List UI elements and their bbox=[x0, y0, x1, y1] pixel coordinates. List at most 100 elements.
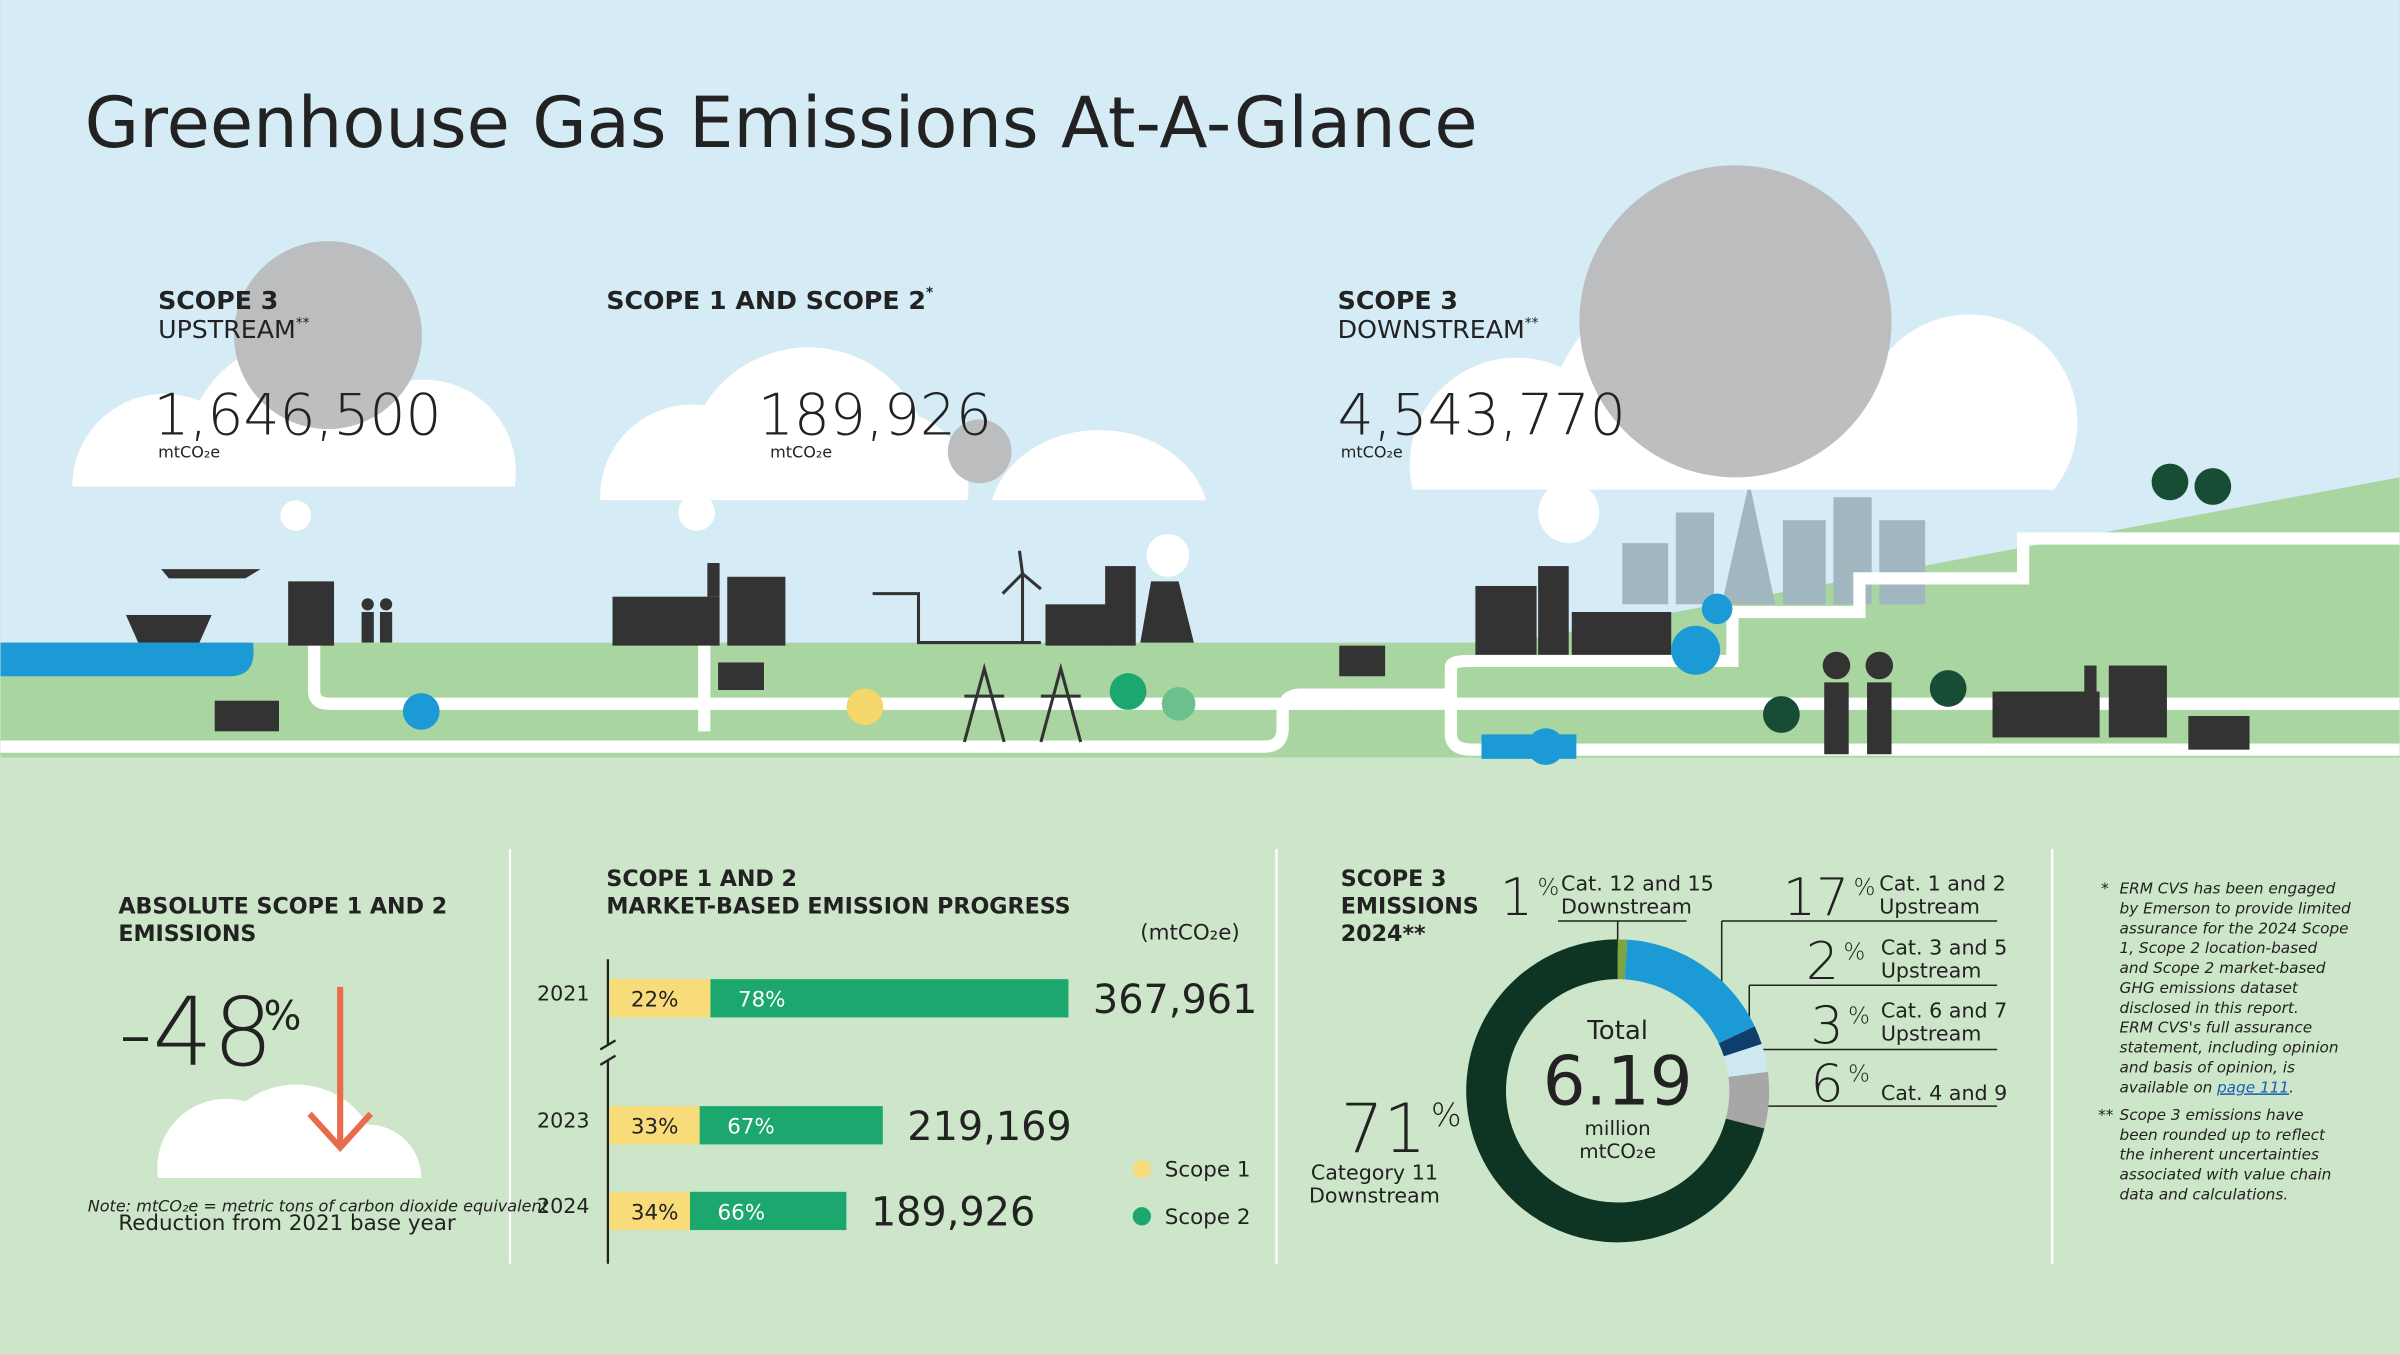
panel-title: EMISSIONS bbox=[118, 921, 256, 947]
landscape-g-rect bbox=[1867, 682, 1892, 755]
card-value: 189,926 bbox=[758, 383, 992, 449]
landscape-g bbox=[1481, 593, 1733, 765]
category-label: Downstream bbox=[1561, 894, 1692, 918]
card-subtitle-text: DOWNSTREAM bbox=[1338, 315, 1525, 344]
panel-title: 2024** bbox=[1341, 921, 1426, 947]
panel-title: EMISSIONS bbox=[1341, 893, 1479, 919]
category-label: Cat. 3 and 5 bbox=[1881, 936, 2008, 960]
landscape-g bbox=[1622, 481, 1926, 605]
footnote-line: disclosed in this report. bbox=[2119, 999, 2298, 1017]
total-unit: million bbox=[1585, 1117, 1651, 1140]
card-title-text: SCOPE 1 AND SCOPE 2 bbox=[606, 286, 926, 315]
category-label: Cat. 6 and 7 bbox=[1881, 998, 2008, 1022]
footnote-mark: * bbox=[926, 285, 933, 301]
landscape-g-path bbox=[161, 569, 261, 579]
year-label: 2021 bbox=[537, 982, 590, 1006]
landscape-g bbox=[125, 563, 2250, 755]
bar-label: 66% bbox=[718, 1200, 766, 1225]
landscape-g-path bbox=[600, 347, 969, 501]
card-value: 1,646,500 bbox=[154, 383, 442, 449]
total-label: 367,961 bbox=[1093, 977, 1257, 1023]
landscape-g-rect bbox=[1824, 682, 1849, 755]
percent-sign: % bbox=[1848, 1062, 1870, 1088]
legend-swatch bbox=[1132, 1159, 1152, 1179]
panel-title: ABSOLUTE SCOPE 1 AND 2 bbox=[118, 893, 447, 919]
card-title-text: SCOPE 3 bbox=[1338, 286, 1458, 315]
landscape-g-circle bbox=[2151, 463, 2189, 501]
landscape-g-rect bbox=[379, 611, 393, 643]
year-label: 2023 bbox=[537, 1109, 590, 1133]
category-label: Upstream bbox=[1881, 1021, 1982, 1045]
panel-title: SCOPE 3 bbox=[1341, 866, 1447, 892]
note: Note: mtCO₂e = metric tons of carbon dio… bbox=[88, 1197, 549, 1216]
landscape-g bbox=[402, 463, 2232, 733]
footnote-line: statement, including opinion bbox=[2119, 1039, 2338, 1057]
landscape-g-path bbox=[962, 662, 1083, 743]
footnote-line: 1, Scope 2 location-based bbox=[2119, 939, 2317, 957]
percent-value: 71 bbox=[1341, 1090, 1427, 1168]
landscape-g-rect bbox=[718, 662, 764, 691]
landscape-g-circle bbox=[1538, 481, 1600, 544]
landscape-rect bbox=[0, 749, 2400, 1354]
donut-segment bbox=[1624, 939, 1755, 1044]
axis-line bbox=[599, 1039, 617, 1051]
axis-line bbox=[599, 1054, 617, 1066]
footnote-line: GHG emissions dataset bbox=[2119, 979, 2298, 997]
bar-label: 78% bbox=[738, 988, 786, 1013]
footnote-line: and basis of opinion, is bbox=[2119, 1058, 2295, 1076]
caption: Reduction from 2021 base year bbox=[118, 1211, 456, 1236]
landscape-g-path bbox=[991, 429, 1207, 501]
total-label: 219,169 bbox=[907, 1104, 1071, 1150]
cloud bbox=[157, 1084, 422, 1179]
emission-bubble bbox=[947, 419, 1012, 484]
landscape-g-circle bbox=[1146, 533, 1190, 577]
landscape-g-path bbox=[1721, 481, 1776, 605]
category-label: Upstream bbox=[1881, 959, 1982, 983]
card-subtitle: DOWNSTREAM** bbox=[1338, 315, 1539, 344]
card-value: 4,543,770 bbox=[1338, 383, 1626, 449]
footnote-text: . bbox=[2289, 1078, 2294, 1096]
footnote-line: Scope 3 emissions have bbox=[2119, 1106, 2303, 1124]
page-link[interactable]: page 111 bbox=[2216, 1078, 2289, 1096]
landscape-g-rect bbox=[2188, 716, 2250, 750]
landscape-g-rect bbox=[1105, 566, 1136, 646]
landscape-g-circle bbox=[1109, 673, 1147, 710]
title: Greenhouse Gas Emissions At-A-Glance bbox=[85, 82, 1478, 164]
down-arrow bbox=[307, 986, 374, 1153]
legend-swatch bbox=[1132, 1207, 1152, 1226]
category-percent: 2% bbox=[1806, 932, 1865, 992]
category-label: Cat. 12 and 15 bbox=[1561, 871, 1714, 895]
landscape-path bbox=[0, 642, 254, 677]
panel-title: MARKET-BASED EMISSION PROGRESS bbox=[606, 893, 1070, 919]
percent-value: 3 bbox=[1810, 996, 1843, 1056]
footnote-line: been rounded up to reflect bbox=[2119, 1126, 2326, 1144]
landscape-g-rect bbox=[1879, 520, 1926, 605]
scope2-bar bbox=[689, 1191, 847, 1231]
card-title-text: SCOPE 3 bbox=[158, 286, 278, 315]
category-percent: 17% bbox=[1783, 868, 1876, 928]
footnote-mark: ** bbox=[296, 315, 310, 331]
landscape-g-circle bbox=[1865, 651, 1894, 680]
total-unit: mtCO₂e bbox=[1579, 1140, 1656, 1163]
percent-sign: % bbox=[1431, 1096, 1462, 1134]
landscape-g-circle bbox=[1929, 670, 1967, 707]
card-unit: mtCO₂e bbox=[1341, 442, 1403, 461]
category-label: Downstream bbox=[1309, 1184, 1440, 1208]
footnote-line: assurance for the 2024 Scope bbox=[2119, 919, 2348, 937]
landscape-g-rect bbox=[1782, 520, 1826, 605]
landscape-g-circle bbox=[1527, 728, 1565, 765]
category-percent: 71% bbox=[1341, 1090, 1462, 1168]
percent-value: 1 bbox=[1500, 868, 1533, 928]
total-label: 189,926 bbox=[871, 1189, 1035, 1235]
footnote-line: the inherent uncertainties bbox=[2119, 1146, 2319, 1164]
total-label: Total bbox=[1586, 1016, 1648, 1046]
landscape-g-rect bbox=[1538, 566, 1569, 655]
footnote-line: and Scope 2 market-based bbox=[2119, 959, 2325, 977]
landscape-g-rect bbox=[2108, 665, 2167, 738]
panel-dividers bbox=[508, 849, 2054, 1264]
category-label: Category 11 bbox=[1311, 1161, 1438, 1185]
category-percent: 6% bbox=[1810, 1055, 1869, 1115]
card-subtitle-text: UPSTREAM bbox=[158, 315, 296, 344]
scope2-bar bbox=[710, 979, 1069, 1018]
reduction-value: -48 bbox=[118, 978, 273, 1088]
